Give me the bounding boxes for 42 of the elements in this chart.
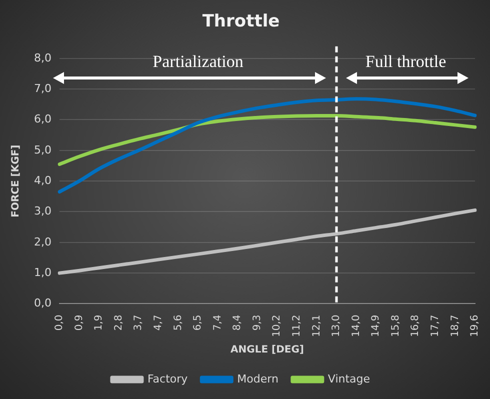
line-series (58, 208, 477, 275)
x-tick-label: 8,4 (232, 314, 244, 331)
x-tick-label: 14,0 (350, 314, 362, 337)
legend-label: Modern (237, 372, 278, 386)
x-tick-label: 6,5 (192, 314, 204, 331)
x-tick-label: 15,8 (390, 314, 402, 337)
y-tick-label: 3,0 (34, 204, 52, 218)
x-tick-label: 11,2 (292, 314, 303, 337)
legend-label: Vintage (328, 372, 370, 386)
y-tick-label: 6,0 (34, 112, 52, 126)
x-tick-label: 9,3 (252, 314, 263, 331)
chart-title: Throttle (202, 12, 280, 32)
x-tick-label: 1,9 (94, 314, 105, 331)
x-tick-label: 10,2 (272, 314, 283, 337)
y-tick-label: 2,0 (34, 235, 52, 248)
x-tick-label: 0,9 (74, 314, 85, 331)
x-tick-label: 17,7 (430, 314, 442, 337)
x-tick-label: 12,1 (311, 314, 322, 337)
x-tick-label: 14,9 (370, 314, 382, 337)
y-tick-label: 7,0 (34, 82, 52, 95)
x-tick-label: 3,7 (133, 314, 144, 331)
y-tick-label: 1,0 (34, 266, 52, 279)
x-tick-label: 7,4 (212, 314, 224, 331)
x-tick-label: 13,0 (331, 314, 342, 337)
annotation: Full throttle (365, 52, 446, 71)
y-tick-label: 5,0 (34, 143, 52, 156)
x-tick-label: 19,6 (470, 314, 481, 337)
y-tick-label: 4,0 (34, 174, 52, 187)
x-tick-label: 18,7 (450, 314, 461, 337)
line-series (58, 97, 477, 194)
x-tick-label: 0,0 (54, 314, 66, 331)
x-tick-label: 4,7 (153, 314, 164, 331)
annotation: Partialization (152, 52, 244, 71)
legend-label: Factory (147, 372, 188, 386)
x-tick-label: 2,8 (113, 314, 124, 331)
line-series (58, 114, 477, 166)
x-axis-title: ANGLE [DEG] (230, 344, 304, 356)
y-tick-label: 8,0 (34, 51, 52, 64)
x-tick-label: 16,8 (410, 314, 422, 337)
y-tick-label: 0,0 (34, 296, 52, 310)
y-axis-title: FORCE [KGF] (10, 144, 22, 218)
x-tick-label: 5,6 (172, 314, 184, 331)
